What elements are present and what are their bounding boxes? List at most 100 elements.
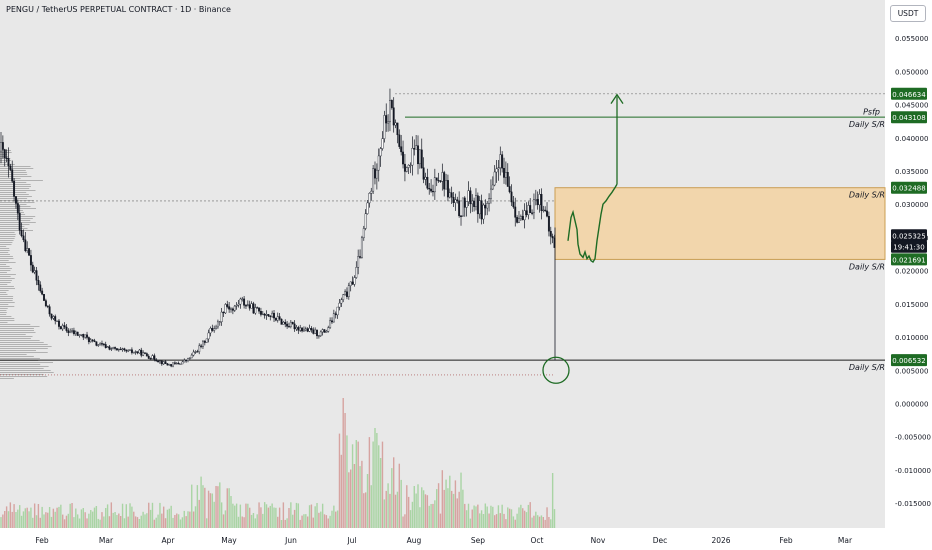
volume-bar-down (226, 488, 228, 528)
profile-bar (0, 340, 40, 341)
volume-bar-down (136, 517, 139, 528)
volume-bar-up (550, 519, 552, 528)
time-tick-label: Dec (653, 536, 668, 545)
volume-bar-down (508, 508, 511, 528)
volume-bar-up (263, 502, 266, 528)
profile-bar (0, 258, 14, 259)
candle-up (192, 351, 195, 356)
volume-bar-up (419, 507, 421, 528)
candle-up (158, 360, 161, 363)
profile-bar (0, 292, 7, 293)
candle-down (43, 294, 45, 301)
currency-selector[interactable]: USDT (890, 5, 926, 22)
candle-down (398, 134, 401, 147)
candle-up (491, 184, 494, 190)
candle-down (41, 290, 44, 295)
candle-up (304, 328, 307, 331)
projection-arrow-head (610, 93, 624, 104)
volume-bar-up (447, 488, 449, 528)
volume-bar-up (413, 486, 415, 528)
volume-bar-up (90, 510, 92, 528)
candle-down (426, 176, 429, 189)
candle-up (308, 328, 311, 332)
volume-bar-down (9, 502, 12, 528)
volume-bar-down (499, 513, 501, 528)
time-tick-label: Oct (531, 536, 544, 545)
candle-up (230, 308, 232, 310)
volume-bar-down (477, 504, 479, 528)
candle-down (93, 340, 96, 342)
volume-bar-down (299, 519, 301, 528)
volume-bar-up (58, 506, 60, 528)
volume-bar-up (269, 505, 271, 528)
volume-bar-down (353, 464, 356, 528)
candle-up (353, 277, 356, 285)
volume-bar-down (45, 512, 47, 528)
volume-bar-down (37, 504, 40, 528)
candle-up (172, 362, 174, 367)
candle-down (473, 200, 476, 207)
volume-bar-down (381, 441, 384, 528)
candle-down (529, 205, 532, 214)
time-tick-label: 2026 (711, 536, 730, 545)
candle-down (248, 304, 251, 309)
volume-bar-down (13, 504, 15, 528)
candle-up (317, 335, 320, 337)
volume-bar-up (138, 519, 141, 528)
volume-bar-down (443, 489, 445, 528)
candle-up (56, 320, 59, 322)
volume-bar-up (536, 515, 539, 528)
candle-down (469, 190, 472, 205)
volume-bar-down (133, 511, 135, 528)
candle-down (437, 179, 440, 182)
candle-down (514, 206, 517, 218)
profile-bar (0, 280, 12, 281)
volume-bar-up (305, 514, 307, 528)
candle-up (239, 298, 242, 305)
candle-up (389, 100, 391, 123)
daily-sr-label: Daily S/R (849, 191, 885, 200)
volume-bar-up (235, 503, 238, 528)
candle-up (325, 331, 328, 333)
volume-bar-down (284, 519, 286, 528)
candle-up (504, 172, 507, 178)
candle-down (9, 165, 12, 170)
candle-down (11, 169, 14, 182)
volume-bar-up (228, 488, 230, 528)
volume-bar-up (396, 491, 399, 528)
profile-bar (0, 184, 31, 185)
candle-up (121, 348, 124, 350)
candle-down (463, 197, 466, 208)
volume-bar-up (15, 512, 17, 528)
profile-bar (0, 318, 15, 319)
candle-down (428, 188, 431, 190)
profile-bar (0, 376, 48, 377)
volume-bar-up (525, 512, 528, 528)
volume-bar-up (43, 514, 45, 528)
volume-bar-up (372, 441, 374, 528)
volume-bar-up (434, 500, 436, 528)
candle-down (211, 328, 214, 331)
candle-down (291, 321, 294, 325)
candle-down (430, 188, 433, 192)
candle-down (164, 361, 167, 364)
supply-demand-zone (554, 187, 886, 260)
candle-down (544, 209, 547, 212)
time-axis: Feb Mar Apr May Jun Jul Aug Sep Oct Nov Dec 2026 Feb… (35, 536, 853, 545)
volume-bar-down (282, 502, 285, 528)
profile-bar (0, 178, 21, 179)
volume-bar-up (409, 510, 412, 528)
profile-bar (0, 262, 16, 263)
symbol-title[interactable]: PENGU / TetherUS PERPETUAL CONTRACT · 1D… (6, 5, 231, 14)
candle-down (123, 348, 126, 351)
profile-bar (0, 286, 14, 287)
volume-bar-down (544, 519, 546, 528)
volume-bar-up (374, 428, 376, 528)
candle-up (134, 351, 137, 353)
profile-bar (0, 328, 34, 329)
candle-up (129, 349, 131, 351)
profile-bar (0, 162, 7, 163)
volume-bar-up (336, 510, 339, 528)
volume-bar-down (364, 492, 367, 528)
